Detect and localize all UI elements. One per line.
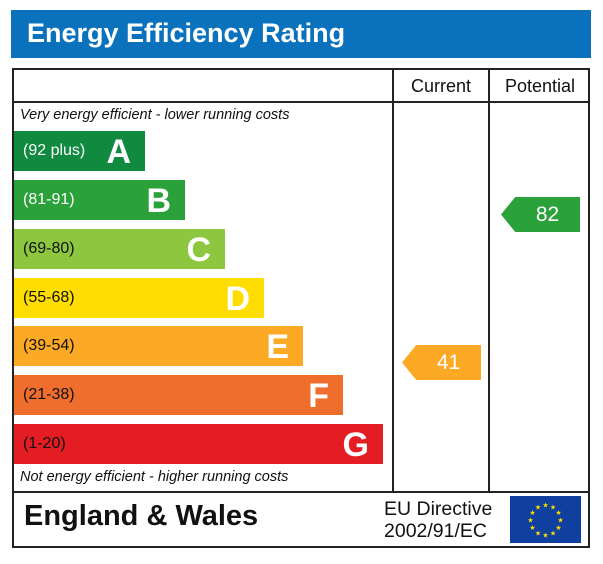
current-column-header: Current <box>410 76 472 96</box>
directive-line-2: 2002/91/EC <box>384 520 487 542</box>
band-letter: A <box>106 133 131 171</box>
header-divider <box>12 101 590 103</box>
star-icon: ★ <box>555 509 561 517</box>
band-e: (39-54) E <box>14 326 303 366</box>
eu-directive: EU Directive 2002/91/EC <box>384 498 492 542</box>
star-icon: ★ <box>529 524 535 532</box>
star-icon: ★ <box>550 504 556 512</box>
eu-flag-icon: ★ ★ ★ ★ ★ ★ ★ ★ ★ ★ ★ ★ <box>510 496 581 543</box>
band-letter: E <box>266 328 289 366</box>
potential-rating-value: 82 <box>535 203 560 226</box>
band-letter: G <box>342 426 369 464</box>
star-icon: ★ <box>542 532 548 540</box>
star-icon: ★ <box>527 517 533 525</box>
star-icon: ★ <box>535 504 541 512</box>
band-g: (1-20) G <box>14 424 383 464</box>
band-range: (92 plus) <box>23 142 86 159</box>
current-rating-value: 41 <box>436 351 461 374</box>
band-c: (69-80) C <box>14 229 225 269</box>
band-letter: D <box>225 280 250 318</box>
band-b: (81-91) B <box>14 180 185 220</box>
current-rating-arrow: 41 <box>402 345 481 380</box>
column-divider <box>392 68 394 492</box>
band-range: (21-38) <box>23 386 75 403</box>
band-range: (81-91) <box>23 191 75 208</box>
band-range: (1-20) <box>23 435 66 452</box>
rating-frame <box>12 68 590 548</box>
band-letter: B <box>146 182 171 220</box>
band-range: (39-54) <box>23 337 75 354</box>
star-icon: ★ <box>555 524 561 532</box>
band-d: (55-68) D <box>14 278 264 318</box>
star-icon: ★ <box>529 509 535 517</box>
bottom-note: Not energy efficient - higher running co… <box>20 469 289 485</box>
star-icon: ★ <box>550 529 556 537</box>
band-range: (55-68) <box>23 289 75 306</box>
band-a: (92 plus) A <box>14 131 145 171</box>
band-letter: F <box>308 377 329 415</box>
column-divider <box>488 68 490 492</box>
star-icon: ★ <box>557 517 563 525</box>
potential-column-header: Potential <box>504 76 576 96</box>
band-letter: C <box>186 231 211 269</box>
chart-title: Energy Efficiency Rating <box>11 10 591 58</box>
potential-rating-arrow: 82 <box>501 197 580 232</box>
footer-divider <box>12 491 590 493</box>
star-icon: ★ <box>535 529 541 537</box>
region-label: England & Wales <box>24 500 259 532</box>
star-icon: ★ <box>542 502 548 510</box>
band-f: (21-38) F <box>14 375 343 415</box>
band-range: (69-80) <box>23 240 75 257</box>
directive-line-1: EU Directive <box>384 498 493 520</box>
top-note: Very energy efficient - lower running co… <box>20 107 290 123</box>
